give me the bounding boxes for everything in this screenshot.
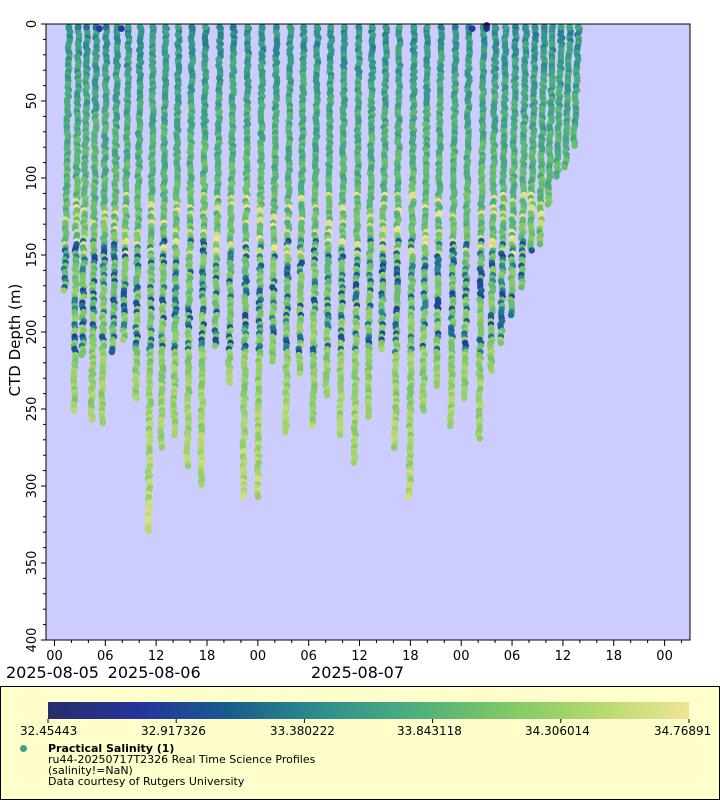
data-point	[184, 462, 192, 470]
data-point	[571, 142, 578, 149]
y-tick-label: 100	[25, 166, 40, 191]
data-point	[78, 351, 85, 359]
data-point	[229, 23, 237, 31]
data-point	[254, 493, 262, 500]
data-point	[273, 23, 280, 31]
data-point	[198, 481, 205, 488]
data-point	[460, 395, 468, 402]
data-point	[507, 311, 515, 319]
data-point	[158, 444, 166, 451]
data-point	[83, 23, 91, 31]
data-point	[518, 284, 525, 291]
data-point	[451, 23, 459, 31]
data-point	[74, 23, 82, 31]
data-point	[410, 23, 418, 31]
data-points	[60, 22, 583, 534]
data-point	[491, 23, 499, 31]
data-point	[512, 23, 519, 31]
data-point	[99, 419, 107, 427]
y-tick-label: 250	[25, 397, 40, 422]
data-point	[405, 493, 412, 500]
data-point	[522, 23, 529, 31]
data-point	[327, 23, 335, 31]
data-point	[244, 23, 252, 31]
y-tick-label: 400	[25, 628, 40, 653]
data-point	[216, 23, 224, 31]
data-point	[549, 23, 557, 31]
data-point	[433, 382, 440, 390]
data-point	[286, 23, 294, 31]
data-point	[340, 23, 348, 31]
data-point	[296, 370, 303, 377]
data-point	[133, 395, 140, 402]
data-point	[483, 22, 490, 29]
data-point	[368, 23, 376, 31]
data-point	[557, 23, 565, 31]
data-point	[108, 348, 116, 356]
data-point	[544, 201, 551, 208]
data-point	[497, 339, 504, 346]
data-point	[390, 444, 398, 451]
data-point	[300, 23, 307, 31]
data-point	[149, 23, 157, 31]
data-point	[65, 23, 73, 31]
data-point	[313, 23, 321, 31]
data-point	[420, 407, 427, 414]
data-point	[211, 342, 219, 350]
data-point	[553, 173, 560, 180]
data-point	[378, 345, 385, 353]
data-point	[382, 23, 390, 31]
data-point	[120, 336, 127, 343]
data-point	[269, 358, 276, 365]
data-point	[102, 23, 110, 31]
data-point	[258, 23, 266, 31]
data-point	[396, 23, 403, 31]
data-point	[324, 391, 331, 399]
data-point	[174, 23, 182, 31]
data-point	[96, 25, 103, 32]
data-point	[446, 422, 454, 430]
data-point	[162, 23, 169, 31]
data-point	[337, 432, 344, 439]
data-point	[282, 428, 289, 436]
data-point	[308, 422, 316, 430]
data-point	[188, 23, 196, 31]
data-point	[136, 23, 144, 31]
data-point	[60, 287, 67, 294]
data-point	[468, 25, 476, 32]
y-tick-label: 350	[25, 551, 40, 576]
data-point	[350, 459, 357, 467]
y-tick-label: 50	[25, 93, 40, 110]
data-point	[355, 23, 363, 31]
data-point	[423, 23, 431, 31]
data-point	[226, 379, 234, 386]
data-point	[476, 435, 483, 442]
data-point	[488, 367, 495, 374]
data-point	[536, 241, 544, 248]
data-point	[171, 432, 178, 439]
data-point	[437, 23, 445, 31]
data-point	[88, 416, 96, 423]
data-point	[201, 23, 209, 31]
data-point	[124, 23, 132, 31]
data-point	[528, 247, 535, 254]
data-point	[574, 23, 582, 31]
data-point	[71, 407, 78, 414]
data-point	[561, 164, 568, 171]
data-point	[540, 23, 548, 31]
data-point	[145, 527, 152, 534]
y-tick-label: 300	[25, 474, 40, 499]
y-tick-label: 200	[25, 320, 40, 345]
data-point	[566, 23, 574, 31]
data-point	[501, 23, 509, 31]
data-point	[239, 493, 247, 500]
data-point	[531, 23, 539, 31]
y-tick-label: 0	[25, 20, 40, 28]
data-point	[365, 413, 372, 420]
data-point	[118, 25, 125, 32]
y-tick-label: 150	[25, 243, 40, 268]
